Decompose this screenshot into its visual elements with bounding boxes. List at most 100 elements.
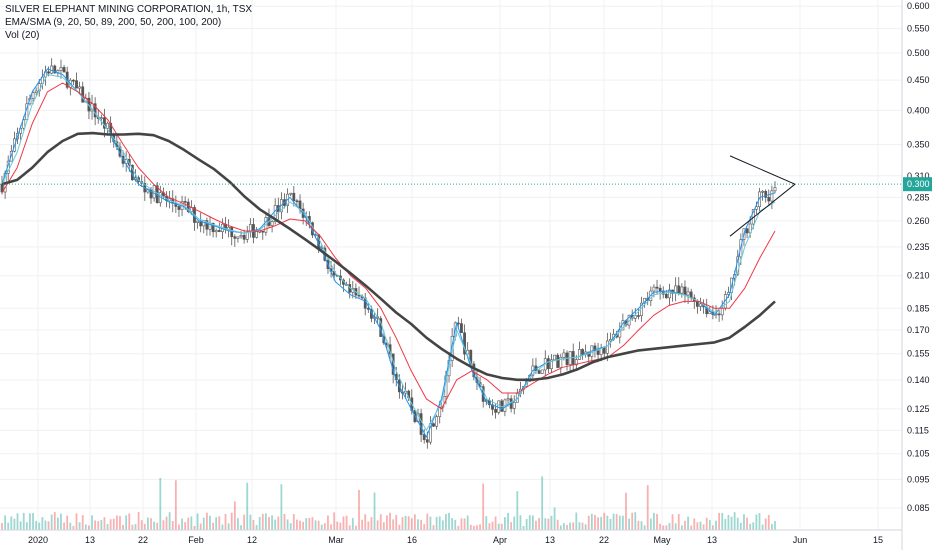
- candle-body: [177, 206, 181, 210]
- candle-body: [230, 226, 234, 237]
- y-tick-label: 0.260: [907, 216, 930, 226]
- volume-bar: [482, 483, 485, 530]
- volume-bar: [531, 515, 534, 530]
- volume-bar: [233, 501, 236, 530]
- candle-body: [59, 67, 63, 71]
- volume-bar: [472, 525, 475, 530]
- triangle-trendlines[interactable]: [729, 155, 796, 237]
- candle-body: [53, 65, 57, 74]
- volume-bar: [311, 517, 314, 530]
- volume-bar: [53, 512, 56, 530]
- volume-bar: [292, 514, 295, 530]
- volume-bar: [100, 520, 103, 530]
- volume-bar: [556, 519, 559, 530]
- candle-body: [205, 220, 209, 230]
- candle-body: [47, 71, 50, 74]
- candle-body: [773, 187, 777, 192]
- volume-bar: [140, 520, 143, 530]
- candle-body: [764, 190, 768, 198]
- y-tick-label: 0.105: [907, 449, 930, 459]
- candle-body: [633, 315, 637, 319]
- volume-bar: [305, 518, 308, 530]
- x-tick-label: Apr: [493, 535, 507, 545]
- volume-bar: [209, 515, 211, 530]
- volume-bar: [264, 513, 267, 530]
- candle-body: [106, 122, 109, 129]
- candle-body: [34, 90, 38, 93]
- volume-bar: [640, 521, 643, 530]
- volume-bar: [504, 517, 506, 530]
- volume-bar: [351, 518, 354, 530]
- volume-bar: [271, 515, 273, 530]
- volume-bar: [60, 513, 62, 530]
- volume-bar: [215, 517, 218, 530]
- y-tick-label: 0.185: [907, 303, 930, 313]
- volume-bar: [693, 518, 696, 530]
- candle-body: [217, 230, 221, 232]
- volume-bar: [513, 516, 516, 530]
- volume-bar: [736, 517, 739, 530]
- volume-bar: [382, 522, 385, 530]
- volume-bar: [22, 512, 25, 530]
- volume-bar: [643, 525, 646, 530]
- volume-bar: [746, 517, 748, 530]
- volume-bar: [153, 521, 156, 530]
- volume-bar: [618, 515, 621, 530]
- candle-body: [245, 231, 249, 240]
- volume-bar: [379, 514, 382, 530]
- volume-bar: [317, 520, 320, 530]
- volume-bar: [417, 519, 419, 530]
- volume-bar: [562, 523, 565, 530]
- volume-bar: [587, 515, 590, 530]
- volume-bar: [485, 516, 488, 530]
- volume-bar: [463, 518, 466, 530]
- candle-body: [540, 369, 544, 374]
- volume-bar: [569, 522, 572, 530]
- volume-bar: [38, 522, 41, 530]
- candle-body: [78, 86, 82, 89]
- moving-average-lines: [1, 68, 776, 438]
- volume-bar: [724, 519, 727, 530]
- candle-body: [770, 190, 774, 202]
- volume-bar: [81, 515, 84, 530]
- volume-bar: [44, 520, 47, 530]
- x-tick-label: 13: [707, 535, 717, 545]
- candle-body: [460, 323, 463, 334]
- volume-bar: [755, 514, 758, 530]
- volume-bar: [274, 519, 277, 530]
- volume-bar: [538, 517, 540, 530]
- volume-bar: [733, 512, 736, 530]
- volume-bar: [550, 515, 553, 530]
- volume-bar: [615, 514, 618, 530]
- volume-bar: [283, 513, 286, 530]
- volume-bar: [218, 516, 221, 530]
- volume-bar: [224, 513, 227, 530]
- volume-bar: [423, 524, 426, 530]
- volume-bar: [634, 512, 637, 530]
- y-tick-label: 0.210: [907, 271, 930, 281]
- volume-bar: [469, 524, 472, 530]
- volume-bar: [715, 520, 717, 530]
- volume-bar: [187, 517, 190, 530]
- volume-bar: [41, 517, 44, 530]
- volume-bar: [621, 515, 624, 530]
- volume-bar: [407, 516, 410, 530]
- y-tick-label: 0.500: [907, 48, 930, 58]
- volume-bar: [323, 523, 326, 530]
- volume-bar: [190, 516, 193, 530]
- volume-bar: [398, 524, 401, 530]
- volume-bar: [743, 514, 745, 530]
- volume-bar: [774, 521, 776, 530]
- volume-bar: [628, 518, 630, 530]
- candle-body: [581, 349, 584, 355]
- volume-bar: [668, 523, 671, 530]
- volume-bar: [603, 512, 606, 530]
- volume-bar: [656, 513, 658, 530]
- volume-bar: [420, 519, 422, 530]
- candle-body: [242, 235, 246, 240]
- volume-bar: [572, 522, 575, 530]
- candle-body: [593, 345, 597, 351]
- volume-bar: [246, 482, 249, 530]
- volume-bar: [289, 523, 292, 530]
